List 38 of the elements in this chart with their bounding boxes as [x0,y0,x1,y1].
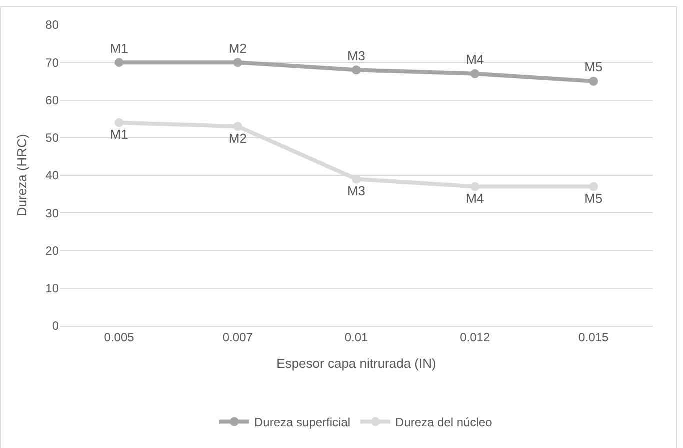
y-tick-label: 60 [46,93,60,108]
point [589,182,598,192]
x-tick-label: 0.01 [344,330,368,344]
data-label: M1 [110,40,128,56]
y-tick-label: 40 [46,168,60,183]
y-tick-label: 30 [46,206,60,220]
x-tick-label: 0.015 [578,330,610,344]
x-tick-label: 0.007 [222,330,254,344]
point [114,118,124,128]
point [470,69,480,78]
data-label: M2 [228,130,247,146]
data-label: M5 [584,191,603,206]
y-tick-label: 80 [46,18,60,32]
point [589,76,598,86]
legend-label: Dureza superficial [254,415,351,430]
point [233,58,242,68]
data-label: M3 [347,48,366,64]
y-tick-label: 0 [52,319,60,334]
y-tick-label: 10 [46,282,60,296]
point [470,182,480,192]
y-tick-label: 50 [46,131,60,146]
x-axis-title: Espesor capa nitrurada (IN) [276,356,436,371]
data-label: M1 [110,127,128,142]
point [114,58,124,68]
data-label: M2 [228,40,247,56]
x-tick-label: 0.005 [104,330,135,344]
y-tick-label: 70 [46,56,60,70]
data-label: M5 [584,60,603,75]
y-axis-title: Dureza (HRC) [14,134,30,217]
point [352,174,361,184]
x-tick-label: 0.012 [460,330,490,344]
legend-label: Dureza del núcleo [396,415,493,430]
data-label: M4 [466,191,484,206]
data-label: M4 [466,52,484,68]
data-label: M3 [347,184,366,199]
point [352,66,361,75]
y-tick-label: 20 [46,244,60,258]
point [233,122,242,132]
